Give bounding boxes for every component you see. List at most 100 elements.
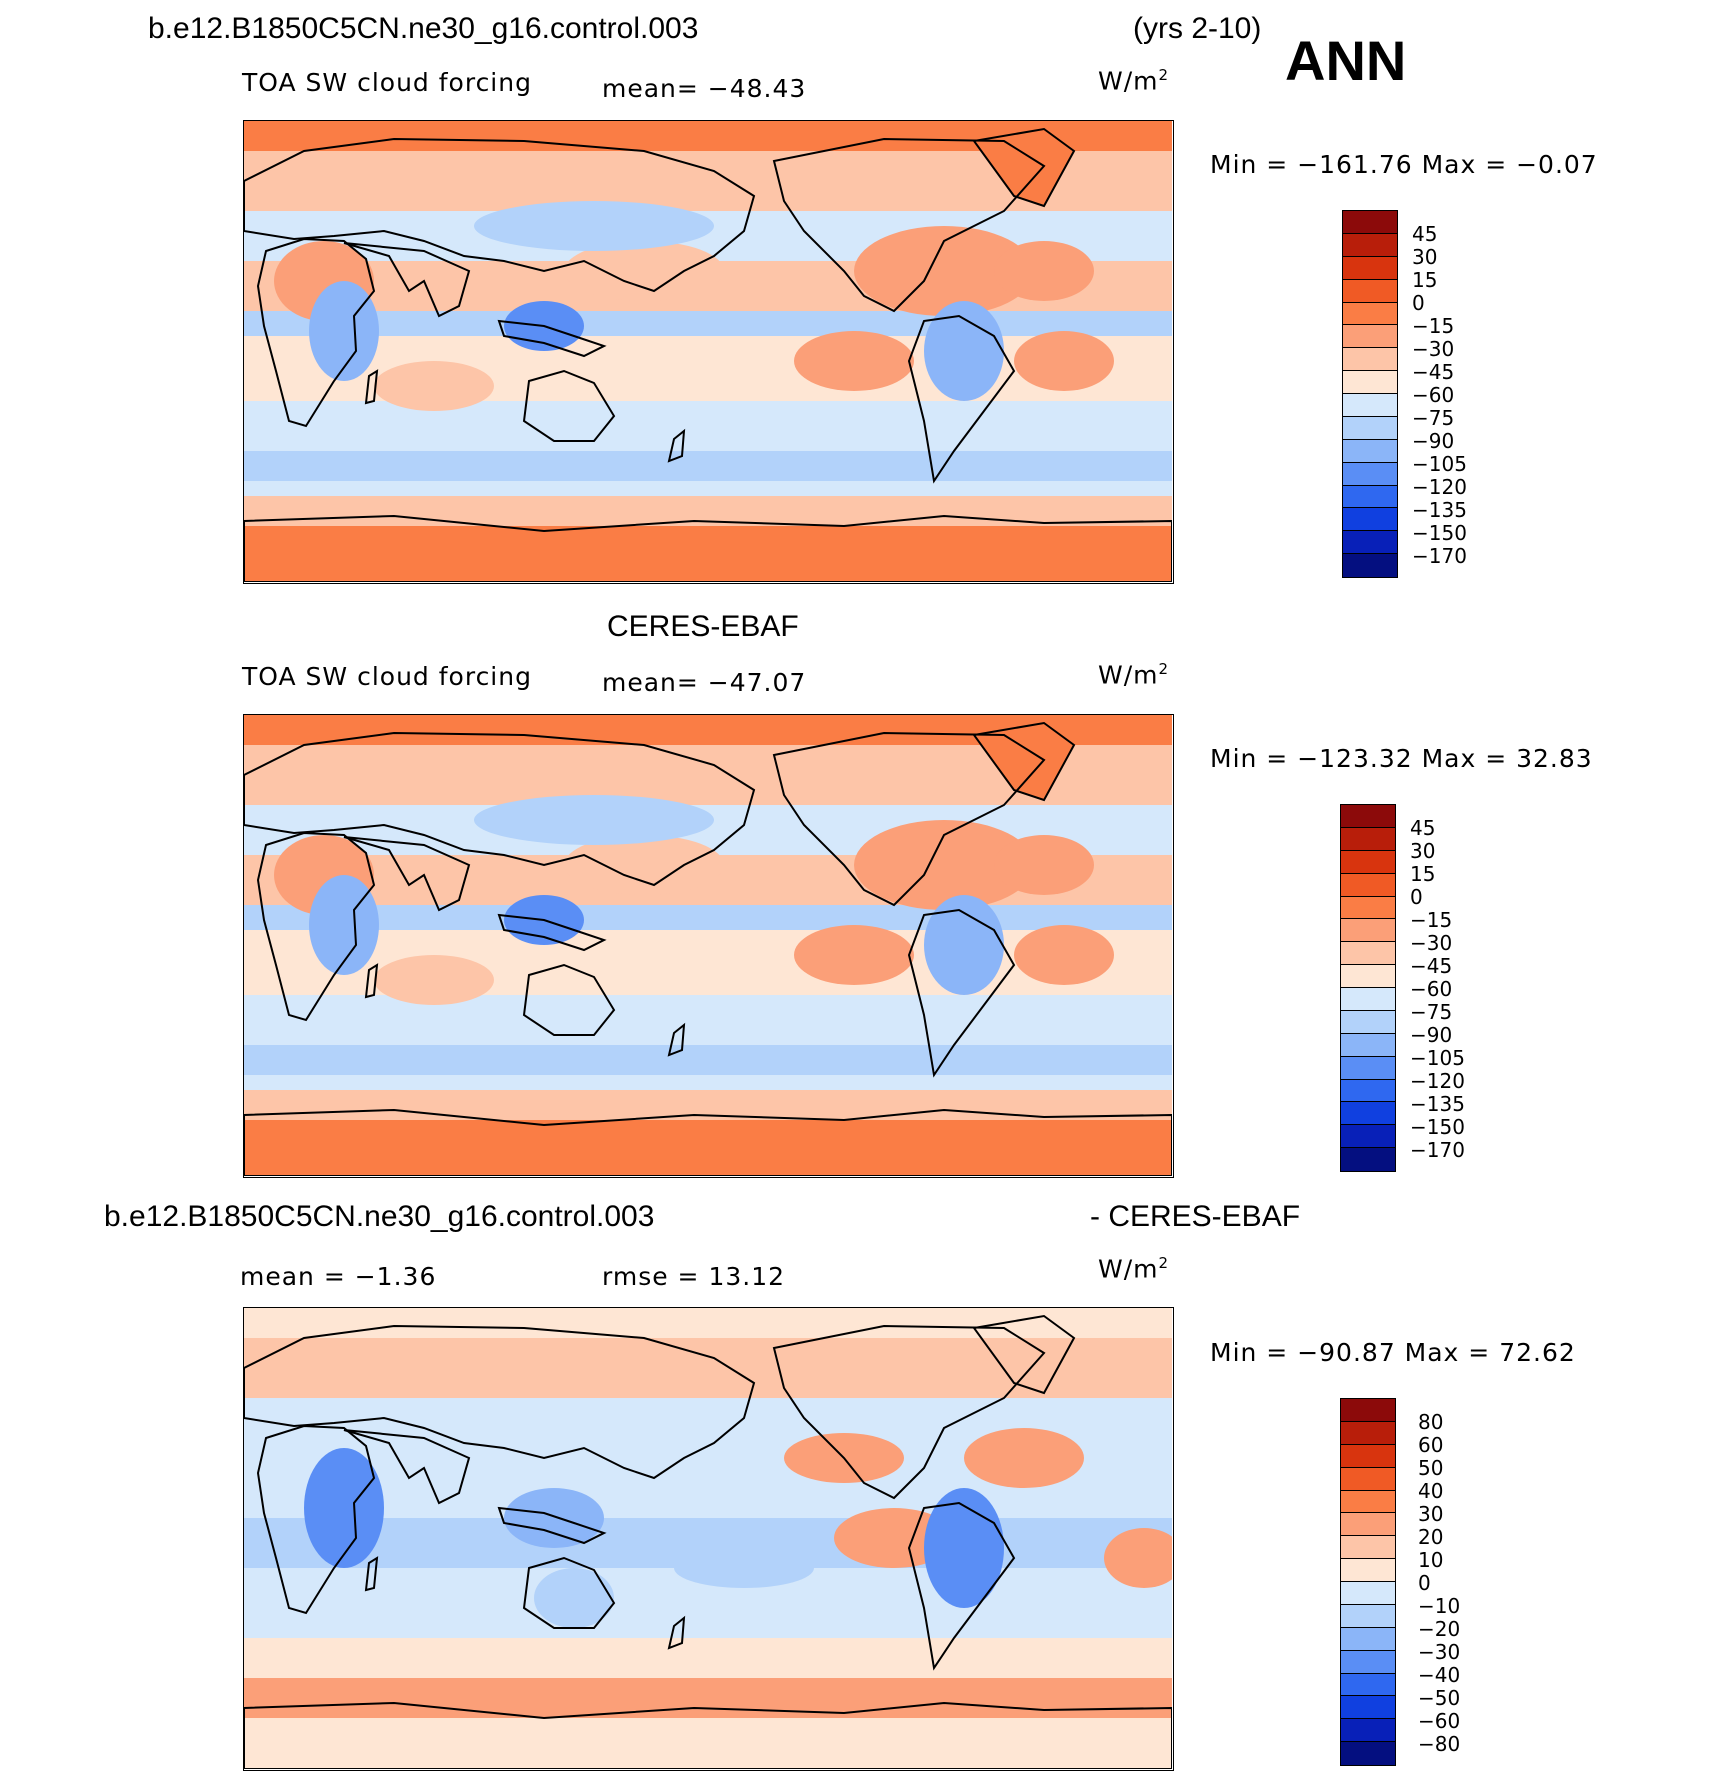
coastline (343, 1429, 471, 1505)
coastline (522, 369, 616, 442)
colorbar-swatch (1341, 1125, 1395, 1149)
panel2-variable: TOA SW cloud forcing (242, 662, 532, 691)
colorbar-label: −45 (1412, 360, 1455, 384)
colorbar-label: −60 (1412, 383, 1455, 407)
colorbar-label: 80 (1418, 1410, 1444, 1434)
colorbar-swatch (1341, 1536, 1395, 1560)
colorbar-swatch (1341, 1033, 1395, 1057)
colorbar-label: −45 (1410, 954, 1453, 978)
antarctic-cap (244, 541, 1172, 582)
coastline (972, 1314, 1076, 1395)
colorbar-swatch (1341, 942, 1395, 966)
colorbar-swatch (1343, 325, 1397, 349)
coastline (907, 314, 1016, 484)
colorbar-label: 30 (1410, 839, 1436, 863)
coastline (667, 1615, 686, 1650)
field-patch (794, 331, 914, 391)
colorbar-label: −170 (1412, 544, 1467, 568)
colorbar-swatch (1343, 233, 1397, 257)
colorbar-swatch (1341, 805, 1395, 828)
colorbar-swatch (1341, 988, 1395, 1011)
field-patch (1014, 331, 1114, 391)
panel3-mean: mean = −1.36 (240, 1262, 437, 1291)
colorbar-label: 0 (1418, 1571, 1431, 1595)
field-band (244, 1045, 1172, 1075)
field-patch (504, 1488, 604, 1548)
colorbar-label: −135 (1412, 498, 1467, 522)
colorbar-swatch (1343, 485, 1397, 509)
panel3-title-right: - CERES-EBAF (1090, 1200, 1301, 1233)
panel1-minmax: Min = −161.76 Max = −0.07 (1210, 150, 1598, 179)
field-patch (474, 201, 714, 251)
coastline (244, 731, 756, 887)
colorbar-swatch (1341, 873, 1395, 897)
colorbar-swatch (1341, 1696, 1395, 1720)
field-patch (304, 1448, 384, 1568)
colorbar-label: −105 (1410, 1046, 1465, 1070)
colorbar-swatch (1341, 1148, 1395, 1171)
coastline (244, 1324, 756, 1480)
colorbar-label: −150 (1410, 1115, 1465, 1139)
colorbar-label: −15 (1412, 314, 1455, 338)
coastline (772, 1324, 1046, 1500)
colorbar-label: 15 (1410, 862, 1436, 886)
colorbar-label: −75 (1410, 1000, 1453, 1024)
antarctic-cap (244, 1135, 1172, 1176)
case-name: b.e12.B1850C5CN.ne30_g16.control.003 (148, 12, 699, 45)
colorbar-swatch (1343, 531, 1397, 555)
colorbar-label: −40 (1418, 1663, 1461, 1687)
field-patch (1104, 1528, 1172, 1588)
coastline (244, 1108, 1172, 1176)
coastline (772, 731, 1046, 907)
colorbar-swatch (1341, 1079, 1395, 1103)
coastline (343, 836, 471, 912)
colorbar-swatch (1341, 1582, 1395, 1605)
coastline (364, 1556, 379, 1592)
coastline (772, 137, 1046, 313)
coastline (364, 963, 379, 999)
field-patch (374, 955, 494, 1005)
field-patch (674, 1548, 814, 1588)
field-patch (564, 835, 724, 895)
colorbar-swatch (1343, 211, 1397, 234)
panel1-map (243, 120, 1174, 584)
colorbar-label: 15 (1412, 268, 1438, 292)
colorbar-label: 30 (1412, 245, 1438, 269)
coastline (364, 369, 379, 405)
coastline (972, 721, 1076, 802)
colorbar-label: −15 (1410, 908, 1453, 932)
colorbar-swatch (1343, 554, 1397, 577)
colorbar-label: −30 (1412, 337, 1455, 361)
panel1-colorbar-labels: 45 30 15 0 −15 −30 −45 −60 −75 −90 −105 −120 −135 −15… (1412, 223, 1467, 568)
field-patch (474, 795, 714, 845)
panel2-colorbar-labels: 45 30 15 0 −15 −30 −45 −60 −75 −90 −105 −120 −135 −15… (1410, 817, 1465, 1162)
colorbar-label: 60 (1418, 1433, 1444, 1457)
colorbar-swatch (1341, 919, 1395, 943)
colorbar-label: 0 (1410, 885, 1423, 909)
field-patch (534, 1568, 614, 1628)
colorbar-label: −50 (1418, 1686, 1461, 1710)
colorbar-swatch (1341, 1102, 1395, 1126)
coastline (522, 1556, 616, 1629)
colorbar-label: −80 (1418, 1732, 1461, 1756)
field-patch (964, 1428, 1084, 1488)
coastline (667, 1022, 686, 1057)
colorbar-swatch (1341, 1673, 1395, 1697)
field-band (244, 1638, 1172, 1678)
panel3-rmse: rmse = 13.12 (602, 1262, 786, 1291)
colorbar-swatch (1341, 1627, 1395, 1651)
panel3-colorbar (1340, 1398, 1396, 1766)
coastline (907, 1501, 1016, 1671)
field-patch (794, 925, 914, 985)
coastline (343, 242, 471, 318)
colorbar-swatch (1341, 1513, 1395, 1537)
panel2-mean: mean= −47.07 (602, 668, 807, 697)
greenland-field (974, 129, 1074, 206)
colorbar-label: −150 (1412, 521, 1467, 545)
colorbar-swatch (1341, 1604, 1395, 1628)
coastline (497, 913, 607, 952)
colorbar-label: −170 (1410, 1138, 1465, 1162)
field-band (244, 1338, 1172, 1398)
panel2-title: CERES-EBAF (607, 610, 799, 643)
coastline (497, 1506, 607, 1545)
